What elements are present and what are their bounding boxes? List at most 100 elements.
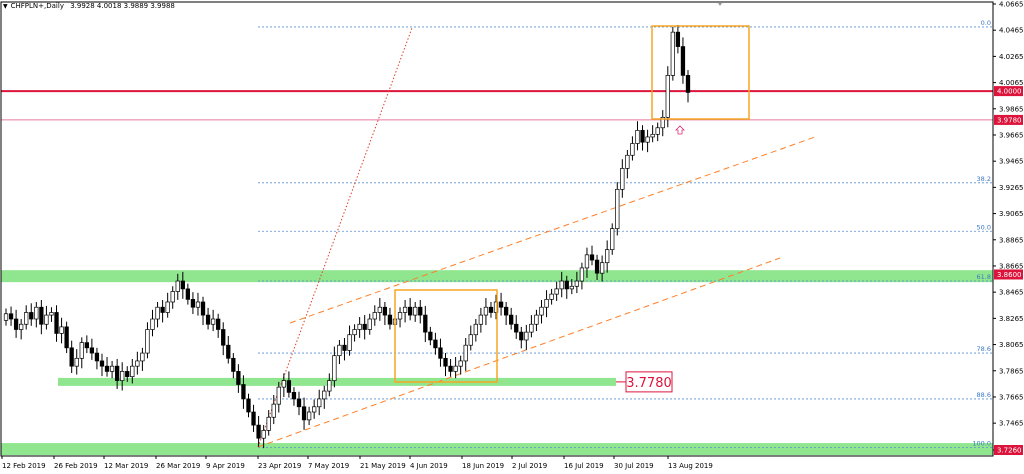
candle (130, 358, 135, 384)
candle-body (443, 357, 448, 367)
candle-body (120, 371, 125, 381)
dropdown-arrow-icon[interactable]: ▼ (3, 3, 8, 10)
candle (362, 315, 367, 340)
range-box-august (651, 25, 750, 120)
candle (342, 338, 347, 361)
candle (468, 325, 473, 351)
candle-body (8, 313, 14, 320)
chart-header: ▼ CHFPLN+,Daily 3.9928 4.0018 3.9889 3.99… (3, 2, 175, 10)
candle (205, 307, 211, 330)
candle (29, 303, 34, 326)
candle-body (549, 293, 554, 300)
candle-body (413, 306, 418, 316)
candle (89, 338, 95, 360)
fib-label-2: 50.0 (977, 223, 991, 231)
candle (266, 410, 271, 436)
candle-body (99, 360, 105, 367)
candle (433, 332, 438, 355)
candle-body (322, 390, 327, 400)
candle (579, 262, 585, 290)
candle (210, 309, 216, 332)
candle (140, 347, 145, 371)
candle-body (579, 267, 585, 282)
candle-body (569, 285, 574, 290)
candle-body (509, 314, 514, 325)
x-tick-label: 4 Jun 2019 (410, 462, 448, 470)
candle-body (39, 306, 44, 325)
candle-body (165, 301, 170, 313)
candle-body (407, 306, 413, 316)
candle (483, 298, 489, 326)
candle (443, 353, 448, 377)
candle (69, 340, 74, 373)
candle (94, 347, 100, 370)
candle-body (584, 254, 590, 269)
candle (610, 223, 615, 255)
candle (377, 298, 382, 321)
candle-body (3, 313, 9, 321)
shift-marker-icon (718, 3, 722, 6)
candle-body (241, 384, 246, 400)
candle-body (377, 306, 382, 313)
candle-body (670, 31, 675, 76)
y-tick-label: 3.8265 (999, 315, 1024, 323)
candle-body (342, 344, 347, 351)
candle-body (488, 306, 494, 313)
candle (473, 319, 478, 342)
candle (332, 346, 337, 388)
candle (670, 26, 675, 81)
candle-body (468, 334, 473, 346)
candle (120, 362, 125, 391)
candle (605, 240, 610, 273)
candle-body (514, 323, 519, 333)
candle-body (493, 301, 499, 313)
candle-body (327, 380, 332, 392)
candle (200, 296, 206, 326)
candle (428, 326, 433, 346)
candle-body (246, 398, 251, 413)
candle-body (145, 329, 150, 354)
candle-body (205, 314, 211, 325)
candle-body (276, 386, 281, 405)
candle-body (478, 314, 484, 325)
candle-body (231, 357, 236, 372)
candle-body (19, 323, 24, 330)
candle (49, 307, 54, 322)
candle-body (175, 280, 180, 292)
candle (615, 182, 620, 236)
x-tick-label: 13 Aug 2019 (668, 462, 713, 470)
candle (413, 301, 418, 322)
candle (549, 288, 554, 305)
candle-body (34, 306, 39, 320)
candle (478, 307, 484, 333)
candle (301, 397, 307, 430)
y-tick-label: 3.8065 (999, 341, 1024, 349)
price-label-bg (994, 445, 1023, 455)
support-zone-lower (1, 443, 993, 456)
candle (347, 325, 352, 356)
plot-frame (0, 1, 994, 457)
candle-body (49, 312, 54, 316)
candle-body (69, 347, 74, 367)
candle (493, 294, 499, 320)
y-tick-label: 4.0665 (999, 1, 1024, 9)
candle (655, 122, 660, 142)
candle-body (362, 323, 367, 330)
price-label-bg (994, 86, 1023, 97)
price-label: 4.0000 (997, 88, 1022, 96)
candle-body (221, 329, 226, 346)
candle (317, 389, 322, 416)
price-label: 3.8600 (997, 271, 1022, 279)
candle (180, 271, 185, 299)
y-tick-label: 3.8465 (999, 289, 1024, 297)
candle (574, 271, 580, 294)
candle-body (281, 380, 287, 388)
y-tick-label: 4.0465 (999, 27, 1024, 35)
x-tick-label: 18 Jun 2019 (462, 462, 504, 470)
fibonacci-levels: 0.0 38.2 50.0 61.8 78.6 88.6 100.0 (258, 19, 993, 448)
x-tick-label: 2 Jul 2019 (512, 462, 547, 470)
y-tick-label: 3.9065 (999, 210, 1024, 218)
candle (539, 300, 544, 324)
candle (327, 373, 332, 397)
